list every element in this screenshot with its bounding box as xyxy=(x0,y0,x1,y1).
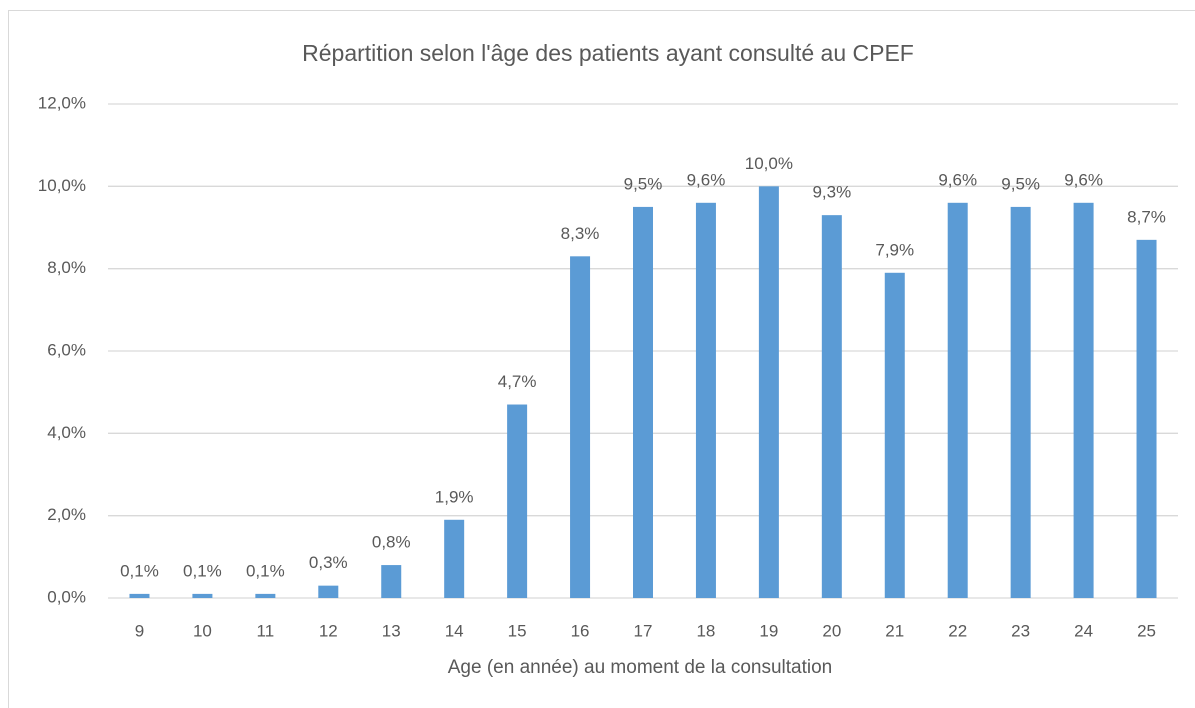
bar xyxy=(1010,206,1031,598)
x-tick-label: 11 xyxy=(257,621,275,640)
bar xyxy=(192,593,213,598)
x-tick-label: 10 xyxy=(193,621,212,640)
data-label: 0,8% xyxy=(372,533,411,552)
bar xyxy=(444,519,465,598)
x-tick-label: 18 xyxy=(696,621,715,640)
y-tick-label: 8,0% xyxy=(47,258,86,277)
bar xyxy=(570,256,591,598)
data-label: 8,7% xyxy=(1127,207,1166,226)
bar xyxy=(507,404,528,598)
data-label: 9,6% xyxy=(687,170,726,189)
y-tick-label: 6,0% xyxy=(47,340,86,359)
x-tick-label: 24 xyxy=(1074,621,1093,640)
x-tick-label: 23 xyxy=(1011,621,1030,640)
data-label: 4,7% xyxy=(498,372,537,391)
x-tick-label: 14 xyxy=(445,621,464,640)
x-tick-label: 25 xyxy=(1137,621,1156,640)
data-label: 10,0% xyxy=(745,154,793,173)
data-label: 0,1% xyxy=(246,561,285,580)
x-tick-label: 19 xyxy=(759,621,778,640)
data-label: 1,9% xyxy=(435,487,474,506)
bar xyxy=(884,272,905,598)
bar xyxy=(381,565,402,598)
y-tick-label: 10,0% xyxy=(38,176,86,195)
bar xyxy=(318,585,339,598)
bar xyxy=(633,206,653,598)
data-label: 9,3% xyxy=(812,183,851,202)
x-tick-label: 22 xyxy=(948,621,967,640)
x-tick-label: 15 xyxy=(508,621,527,640)
x-tick-label: 12 xyxy=(319,621,338,640)
bar xyxy=(1073,202,1094,599)
y-tick-label: 12,0% xyxy=(38,93,86,112)
data-label: 8,3% xyxy=(561,224,600,243)
bar xyxy=(758,186,779,599)
x-tick-label: 20 xyxy=(822,621,841,640)
x-tick-label: 16 xyxy=(571,621,590,640)
bar xyxy=(821,215,842,598)
bar xyxy=(129,593,150,598)
y-tick-label: 4,0% xyxy=(47,423,86,442)
data-label: 9,5% xyxy=(1001,174,1040,193)
x-tick-label: 13 xyxy=(382,621,401,640)
data-label: 9,5% xyxy=(624,174,663,193)
x-tick-label: 9 xyxy=(135,621,144,640)
x-tick-label: 21 xyxy=(885,621,904,640)
bar xyxy=(255,593,276,598)
y-tick-label: 2,0% xyxy=(47,505,86,524)
data-label: 7,9% xyxy=(875,240,914,259)
x-axis-label: Age (en année) au moment de la consultat… xyxy=(448,657,832,678)
data-label: 0,3% xyxy=(309,553,348,572)
x-tick-label: 17 xyxy=(634,621,653,640)
data-label: 0,1% xyxy=(120,561,159,580)
y-tick-label: 0,0% xyxy=(47,587,86,606)
chart-border xyxy=(8,10,1195,708)
bar xyxy=(947,202,968,599)
data-label: 0,1% xyxy=(183,561,222,580)
chart-title: Répartition selon l'âge des patients aya… xyxy=(302,40,914,66)
bar xyxy=(1136,239,1157,598)
data-label: 9,6% xyxy=(938,170,977,189)
data-label: 9,6% xyxy=(1064,170,1103,189)
bar xyxy=(695,202,716,599)
